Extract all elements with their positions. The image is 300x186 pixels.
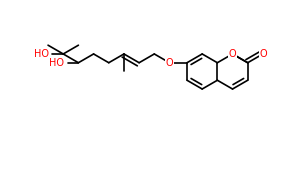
Text: HO: HO [34, 49, 49, 59]
Text: HO: HO [50, 58, 64, 68]
Text: O: O [229, 49, 236, 59]
Text: O: O [259, 49, 267, 59]
Text: O: O [166, 58, 173, 68]
